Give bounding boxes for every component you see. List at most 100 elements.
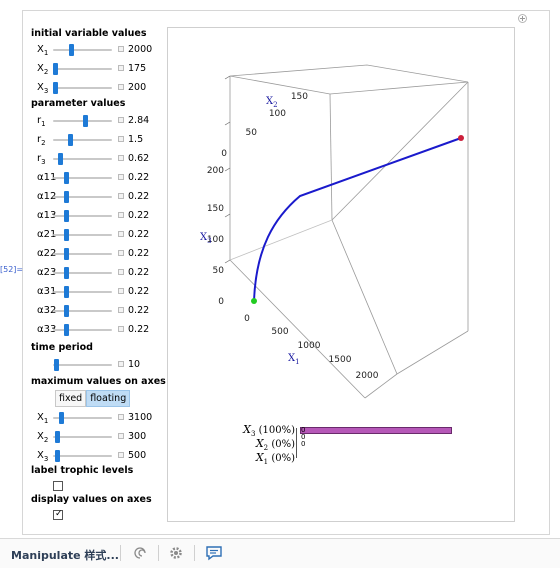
- expand-slider-button[interactable]: [118, 452, 124, 458]
- slider-track[interactable]: [53, 191, 112, 203]
- expand-slider-button[interactable]: [118, 212, 124, 218]
- slider-thumb[interactable]: [63, 210, 69, 222]
- slider-thumb[interactable]: [68, 134, 74, 146]
- bar-label: X1 (0%): [255, 451, 295, 467]
- expand-slider-button[interactable]: [118, 193, 124, 199]
- slider-thumb[interactable]: [63, 305, 69, 317]
- slider-thumb[interactable]: [83, 115, 89, 127]
- slider-track[interactable]: [53, 229, 112, 241]
- toolbar-divider: [194, 545, 195, 561]
- slider-track[interactable]: [53, 359, 112, 371]
- slider-track[interactable]: [53, 210, 112, 222]
- slider-thumb[interactable]: [53, 82, 59, 94]
- section-max-axes: maximum values on axes: [31, 376, 166, 387]
- expand-slider-button[interactable]: [118, 65, 124, 71]
- slider-track[interactable]: [53, 248, 112, 260]
- slider-value: 0.62: [128, 153, 150, 164]
- slider-initial-x1: X1 2000: [31, 43, 156, 57]
- slider-thumb[interactable]: [63, 286, 69, 298]
- x3-tick-label: 50: [213, 266, 225, 276]
- slider-label: α21: [37, 229, 57, 240]
- slider-thumb[interactable]: [63, 191, 69, 203]
- slider-value: 175: [128, 63, 147, 74]
- slider-thumb[interactable]: [63, 229, 69, 241]
- expand-slider-button[interactable]: [118, 414, 124, 420]
- bottom-toolbar: Manipulate 样式...: [0, 538, 560, 568]
- expand-slider-button[interactable]: [118, 307, 124, 313]
- slider-param-r1: r1 2.84: [31, 114, 156, 128]
- x2-tick-label: 100: [269, 109, 286, 119]
- x1-tick-label: 2000: [356, 371, 379, 381]
- expand-slider-button[interactable]: [118, 250, 124, 256]
- expand-slider-button[interactable]: [118, 433, 124, 439]
- slider-thumb[interactable]: [63, 172, 69, 184]
- trophic-checkbox[interactable]: [53, 481, 63, 491]
- slider-track[interactable]: [53, 305, 112, 317]
- expand-slider-button[interactable]: [118, 288, 124, 294]
- slider-track[interactable]: [53, 431, 112, 443]
- spiral-icon[interactable]: [131, 544, 149, 562]
- axis-mode-floating[interactable]: floating: [86, 390, 131, 407]
- slider-thumb[interactable]: [52, 63, 58, 75]
- slider-label: α31: [37, 286, 57, 297]
- slider-param-alpha23: α23 0.22: [31, 266, 156, 280]
- slider-track[interactable]: [53, 82, 112, 94]
- trajectory-curve: [253, 137, 462, 302]
- expand-slider-button[interactable]: [118, 136, 124, 142]
- slider-thumb[interactable]: [53, 359, 59, 371]
- slider-track[interactable]: [53, 153, 112, 165]
- slider-track[interactable]: [53, 324, 112, 336]
- slider-track[interactable]: [53, 267, 112, 279]
- slider-track[interactable]: [52, 63, 112, 75]
- expand-slider-button[interactable]: [118, 269, 124, 275]
- expand-slider-button[interactable]: [118, 155, 124, 161]
- display-values-checkbox[interactable]: ✓: [53, 509, 63, 520]
- axis-mode-fixed[interactable]: fixed: [55, 390, 87, 407]
- section-label-trophic: label trophic levels: [31, 465, 134, 476]
- slider-label: X3: [37, 450, 49, 463]
- expand-slider-button[interactable]: [118, 46, 124, 52]
- slider-track[interactable]: [53, 412, 112, 424]
- slider-track[interactable]: [53, 172, 112, 184]
- slider-label: X2: [37, 63, 49, 76]
- slider-value: 0.22: [128, 305, 150, 316]
- slider-thumb[interactable]: [58, 153, 64, 165]
- add-cell-icon[interactable]: [518, 14, 527, 23]
- expand-slider-button[interactable]: [118, 84, 124, 90]
- slider-thumb[interactable]: [63, 248, 69, 260]
- end-point: [458, 135, 464, 141]
- plot-area[interactable]: 0 50 100 150 200 0 500 1000 1500 2000 0 50 100 150 X1…: [167, 27, 515, 522]
- comment-icon[interactable]: [205, 544, 223, 562]
- expand-slider-button[interactable]: [118, 117, 124, 123]
- manipulate-style-button[interactable]: Manipulate 样式...: [11, 549, 119, 562]
- box-top-face: [229, 64, 469, 95]
- bar-value: 0: [301, 426, 306, 434]
- gear-icon[interactable]: [167, 544, 185, 562]
- slider-param-alpha31: α31 0.22: [31, 285, 156, 299]
- slider-thumb[interactable]: [63, 267, 69, 279]
- slider-thumb[interactable]: [63, 324, 69, 336]
- expand-slider-button[interactable]: [118, 361, 124, 367]
- slider-thumb[interactable]: [68, 44, 74, 56]
- section-display-values: display values on axes: [31, 494, 152, 505]
- slider-track[interactable]: [53, 134, 112, 146]
- expand-slider-button[interactable]: [118, 174, 124, 180]
- slider-thumb[interactable]: [58, 412, 64, 424]
- slider-thumb[interactable]: [54, 450, 60, 462]
- slider-track[interactable]: [53, 286, 112, 298]
- slider-track[interactable]: [53, 115, 112, 127]
- axis-mode-toggle: fixed floating: [55, 390, 131, 407]
- slider-thumb[interactable]: [54, 431, 60, 443]
- x3-tick-label: 200: [207, 166, 224, 176]
- expand-slider-button[interactable]: [118, 231, 124, 237]
- slider-track[interactable]: [53, 44, 112, 56]
- expand-slider-button[interactable]: [118, 326, 124, 332]
- slider-label: X1: [37, 412, 49, 425]
- slider-label: r1: [37, 115, 46, 128]
- slider-value: 300: [128, 431, 147, 442]
- x2-tick-label: 50: [246, 128, 258, 138]
- slider-label: α13: [37, 210, 57, 221]
- slider-track[interactable]: [53, 450, 112, 462]
